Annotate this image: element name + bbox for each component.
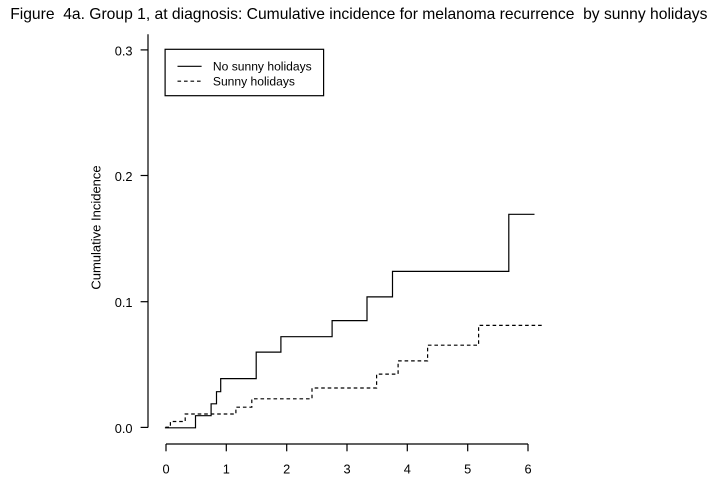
svg-text:No sunny holidays: No sunny holidays	[213, 60, 312, 74]
svg-text:0.3: 0.3	[115, 43, 133, 58]
svg-text:6: 6	[524, 462, 531, 477]
svg-text:Cumulative Incidence: Cumulative Incidence	[88, 165, 103, 289]
svg-text:Sunny holidays: Sunny holidays	[213, 75, 295, 89]
svg-text:4: 4	[404, 462, 411, 477]
svg-text:0.2: 0.2	[115, 169, 133, 184]
svg-text:3: 3	[343, 462, 350, 477]
svg-text:2: 2	[283, 462, 290, 477]
svg-text:0.1: 0.1	[115, 295, 133, 310]
svg-text:0.0: 0.0	[115, 421, 133, 436]
svg-text:1: 1	[223, 462, 230, 477]
svg-text:Figure 4a. Group 1, at diagno: Figure 4a. Group 1, at diagnosis: Cumula…	[10, 6, 707, 23]
svg-text:5: 5	[464, 462, 471, 477]
svg-text:0: 0	[162, 462, 169, 477]
